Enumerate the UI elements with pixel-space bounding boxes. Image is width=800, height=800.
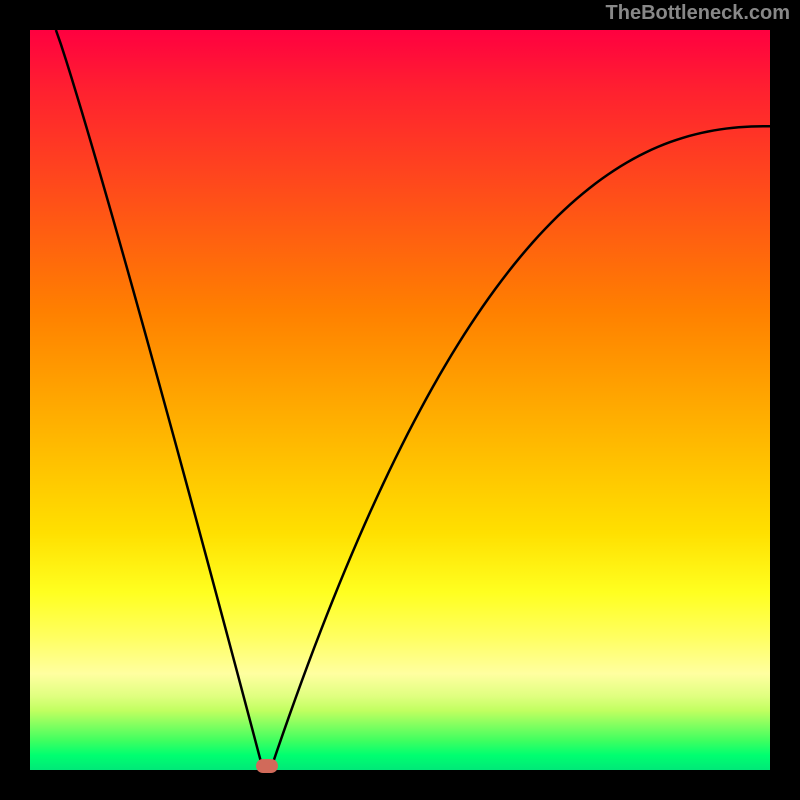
chart-plot-area bbox=[30, 30, 770, 770]
watermark-text: TheBottleneck.com bbox=[606, 2, 790, 25]
optimum-marker bbox=[256, 759, 278, 773]
bottleneck-curve bbox=[30, 30, 770, 770]
